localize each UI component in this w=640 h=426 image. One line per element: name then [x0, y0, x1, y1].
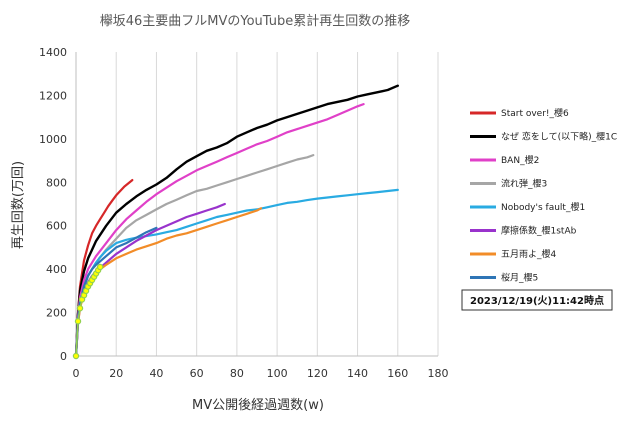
x-tick-label-9: 180: [428, 367, 449, 380]
x-tick-label-8: 160: [387, 367, 408, 380]
series-line-3: [74, 154, 315, 358]
legend-label-1: なぜ 恋をして(以下略)_櫻1C: [501, 131, 617, 143]
series-8-point-1: [74, 318, 82, 325]
chart-title: 欅坂46主要曲フルMVのYouTube累計再生回数の推移: [100, 13, 411, 29]
legend: Start over!_櫻6 なぜ 恋をして(以下略)_櫻1C BAN_櫻2 流れ弾_…: [470, 107, 617, 307]
timestamp-annotation: 2023/12/19(火)11:42時点: [461, 289, 613, 311]
legend-label-5: 摩擦係数_櫻1stAb: [501, 225, 577, 237]
x-tick-label-6: 120: [307, 367, 328, 380]
y-axis-title: 再生回数(万回): [11, 161, 26, 249]
y-tick-label-2: 400: [46, 263, 67, 276]
legend-label-2: BAN_櫻2: [501, 154, 539, 166]
y-tick-label-0: 0: [60, 350, 67, 363]
x-tick-label-1: 20: [109, 367, 123, 380]
annotation-text: 2023/12/19(火)11:42時点: [470, 294, 604, 307]
y-tick-label-6: 1200: [39, 89, 67, 102]
x-axis-title: MV公開後経過週数(w): [192, 398, 324, 413]
y-tick-label-1: 200: [46, 307, 67, 320]
series-line-7: [74, 226, 158, 358]
legend-label-0: Start over!_櫻6: [501, 107, 569, 119]
legend-label-3: 流れ弾_櫻3: [501, 178, 547, 190]
legend-label-4: Nobody's fault_櫻1: [501, 201, 585, 213]
series-line-0: [74, 179, 134, 358]
x-tick-label-4: 80: [230, 367, 244, 380]
x-tick-label-7: 140: [347, 367, 368, 380]
series-line-5: [74, 202, 226, 358]
y-tick-label-5: 1000: [39, 133, 67, 146]
x-axis-ticks: 0 20 40 60 80 100 120 140 160 180: [73, 367, 449, 380]
x-tick-label-3: 60: [190, 367, 204, 380]
y-tick-label-3: 600: [46, 220, 67, 233]
series-line-2: [74, 102, 365, 358]
series-8-point-12: [96, 263, 104, 271]
y-tick-label-4: 800: [46, 176, 67, 189]
series-line-4: [74, 188, 399, 358]
legend-label-6: 五月雨よ_櫻4: [501, 248, 557, 260]
series-8-point-2: [76, 305, 84, 312]
legend-label-7: 桜月_櫻5: [501, 272, 538, 284]
axes: [75, 52, 438, 357]
series-8-point-0: [72, 352, 80, 360]
annotation-box: [461, 289, 613, 311]
x-tick-label-2: 40: [149, 367, 163, 380]
series-lines: [72, 84, 399, 360]
series-line-1: [74, 84, 399, 358]
x-tick-label-5: 100: [267, 367, 288, 380]
y-axis-ticks: 0 200 400 600 800 1000 1200 1400: [39, 46, 67, 363]
x-tick-label-0: 0: [73, 367, 80, 380]
y-tick-label-7: 1400: [39, 46, 67, 59]
